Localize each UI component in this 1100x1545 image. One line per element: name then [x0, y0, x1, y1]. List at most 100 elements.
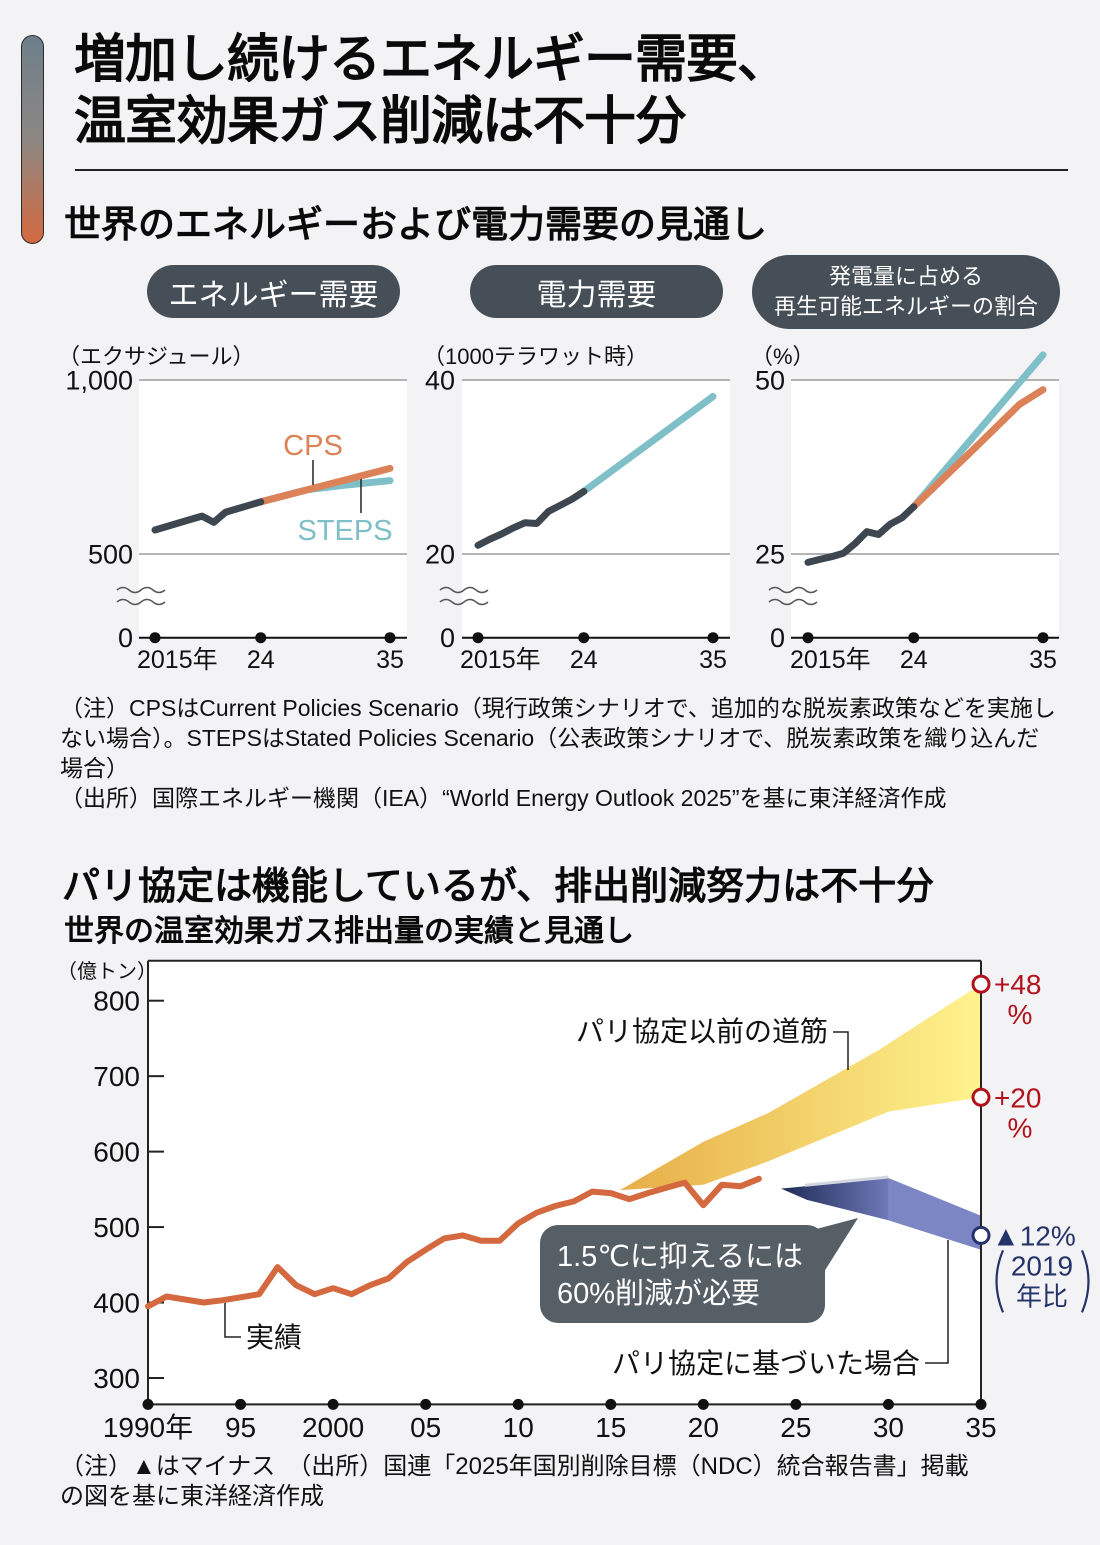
pre-paris-leader-line	[833, 1031, 849, 1070]
x-tick-label: 30	[873, 1412, 904, 1443]
x-tick-label: 2015年	[137, 646, 218, 674]
electricity-unit-label: （1000テラワット時）	[423, 344, 648, 369]
energy-unit-label: （エクサジュール）	[58, 344, 255, 369]
y-tick-label: 1,000	[65, 366, 133, 396]
end-marker-unit: %	[1008, 999, 1033, 1030]
x-tick-dot	[707, 632, 719, 644]
x-tick-label: 35	[1029, 646, 1057, 674]
steps-label: STEPS	[297, 515, 392, 547]
x-tick-dot	[255, 632, 267, 644]
x-tick-dot	[790, 1398, 802, 1410]
y-tick-label: 50	[755, 366, 785, 396]
x-tick-dot	[975, 1398, 987, 1410]
y-axis-unit: （億トン）	[57, 960, 157, 983]
pre-paris-band	[620, 984, 981, 1191]
cps-line	[257, 464, 394, 506]
x-tick-dot	[420, 1398, 432, 1410]
pill-renewable-share-line-1: 発電量に占める	[828, 264, 983, 289]
x-tick-label: 2000	[302, 1412, 364, 1443]
plot-area	[791, 380, 1059, 638]
paris-leader-line	[925, 1240, 949, 1364]
x-tick-dot	[578, 632, 590, 644]
section-2-subtitle: 世界の温室効果ガス排出量の実績と見通し	[64, 915, 634, 948]
x-tick-label: 05	[410, 1412, 441, 1443]
x-tick-dot	[882, 1398, 894, 1410]
y-tick-label: 20	[425, 540, 455, 570]
end-marker-unit: %	[1008, 1112, 1033, 1143]
bottom-chart: 800 700 600 500 400 300 （億トン） 1990年 95 2000 05 10 15…	[57, 959, 1090, 1443]
callout-box	[540, 1225, 825, 1323]
note-text: （注）CPSはCurrent Policies Scenario（現行政策シナリ…	[60, 695, 1056, 781]
x-tick-dot	[512, 1398, 524, 1410]
y-tick-label: 25	[755, 540, 785, 570]
x-tick-dot	[697, 1398, 709, 1410]
pre-paris-label: パリ協定以前の道筋	[576, 1016, 828, 1047]
title-divider	[75, 169, 1068, 171]
x-tick-label: 95	[225, 1412, 256, 1443]
source-text: （出所）国際エネルギー機関（IEA）“World Energy Outlook …	[60, 785, 947, 811]
x-tick-dot	[384, 632, 396, 644]
bracket-left-icon	[995, 1249, 1005, 1313]
y-tick-label: 500	[93, 1212, 140, 1243]
plot-area	[139, 380, 407, 638]
end-marker-note-2: 年比	[1016, 1281, 1068, 1311]
end-marker-note-1: 2019	[1011, 1250, 1073, 1281]
history-line	[804, 503, 918, 566]
callout-line-2: 60%削減が必要	[557, 1277, 760, 1310]
x-tick-label: 35	[376, 646, 404, 674]
renewable-unit-label: （%）	[751, 344, 815, 369]
history-label: 実績	[246, 1322, 302, 1353]
x-tick-dot	[235, 1398, 247, 1410]
x-tick-label: 35	[965, 1412, 996, 1443]
x-tick-label: 2015年	[790, 646, 871, 674]
x-tick-label: 15	[595, 1412, 626, 1443]
x-tick-dot	[908, 632, 920, 644]
accent-bar	[21, 35, 44, 244]
end-marker	[971, 1087, 991, 1107]
history-line	[145, 1175, 762, 1310]
x-tick-dot	[472, 632, 484, 644]
history-leader-line	[224, 1303, 241, 1338]
y-tick-label: 700	[93, 1061, 140, 1092]
cps-line	[910, 386, 1047, 511]
end-marker-label: ▲12%	[992, 1220, 1076, 1251]
y-tick-label: 40	[425, 366, 455, 396]
x-tick-label: 24	[900, 646, 928, 674]
steps-line	[580, 393, 717, 495]
history-line	[151, 498, 265, 534]
x-tick-label: 20	[688, 1412, 719, 1443]
x-tick-label: 2015年	[460, 646, 541, 674]
section-1-title: 世界のエネルギーおよび電力需要の見通し	[64, 204, 767, 245]
end-marker-label: +20	[994, 1082, 1042, 1113]
x-tick-label: 24	[247, 646, 275, 674]
axis-break-icon	[116, 586, 166, 594]
y-tick-label: 0	[440, 623, 455, 653]
pill-energy-demand: エネルギー需要	[147, 265, 400, 318]
footnote: （注）▲はマイナス （出所）国連「2025年国別削除目標（NDC）統合報告書」掲…	[60, 1453, 969, 1510]
x-tick-dot	[605, 1398, 617, 1410]
pill-electricity-demand: 電力需要	[470, 265, 723, 318]
x-tick-label: 35	[699, 646, 727, 674]
y-tick-label: 800	[93, 986, 140, 1017]
x-tick-label: 25	[780, 1412, 811, 1443]
page-title-line-2: 温室効果ガス削減は不十分	[74, 93, 687, 151]
paris-band-highlight	[804, 1175, 889, 1187]
y-tick-label: 0	[118, 623, 133, 653]
page-title-line-1: 増加し続けるエネルギー需要、	[74, 31, 789, 89]
x-tick-dot	[149, 632, 161, 644]
paris-band	[781, 1178, 981, 1250]
y-tick-label: 600	[93, 1137, 140, 1168]
axis-break-icon	[439, 586, 489, 594]
x-tick-dot	[142, 1398, 154, 1410]
axis-break-icon	[768, 586, 818, 594]
end-marker-label: +48	[994, 969, 1042, 1000]
x-tick-dot	[327, 1398, 339, 1410]
x-tick-dot	[802, 632, 814, 644]
history-line	[474, 487, 588, 549]
y-tick-label: 0	[770, 623, 785, 653]
callout-line-1: 1.5℃に抑えるには	[557, 1240, 803, 1273]
x-tick-label: 24	[570, 646, 598, 674]
